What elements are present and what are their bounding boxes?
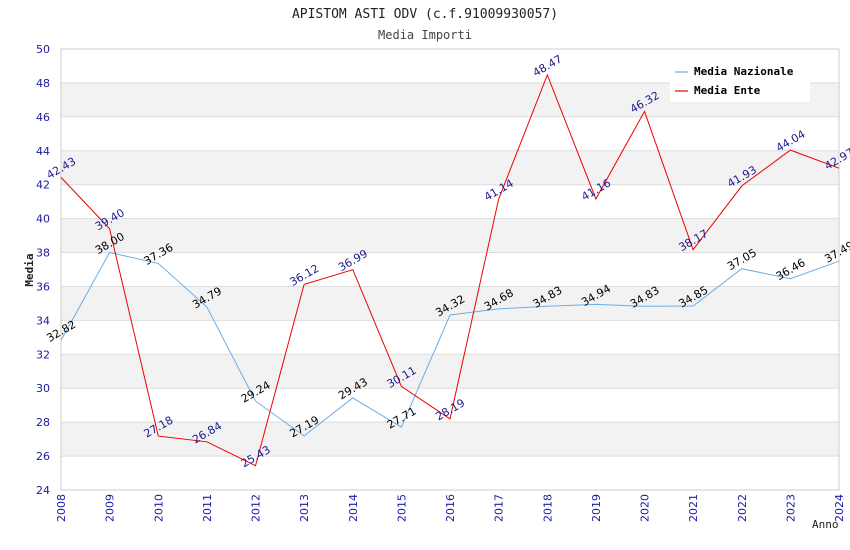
y-tick-label: 50 [36, 43, 50, 56]
x-tick-label: 2019 [590, 494, 603, 522]
y-tick-label: 40 [36, 213, 50, 226]
x-tick-label: 2014 [347, 494, 360, 522]
plot-frame [60, 48, 840, 491]
y-axis-ticks: 24 26 28 30 32 34 36 38 40 42 44 46 48 50 [36, 43, 50, 497]
y-tick-label: 26 [36, 450, 50, 463]
legend-label-media-nazionale: Media Nazionale [694, 65, 794, 78]
y-tick-label: 48 [36, 77, 50, 90]
x-axis-ticks: 2008 2009 2010 2011 2012 2013 2014 2015 2016 2017… [55, 494, 846, 522]
grid-band [61, 218, 839, 253]
gridlines [61, 48, 839, 491]
grid-band [61, 354, 839, 389]
x-tick-label: 2018 [541, 494, 554, 522]
y-axis-title: Media [23, 253, 36, 286]
y-tick-label: 44 [36, 145, 50, 158]
chart-subtitle: Media Importi [378, 28, 472, 42]
x-tick-label: 2022 [736, 494, 749, 522]
x-tick-label: 2024 [833, 494, 846, 522]
x-tick-label: 2017 [493, 494, 506, 522]
y-tick-label: 24 [36, 484, 50, 497]
chart-title: APISTOM ASTI ODV (c.f.91009930057) [292, 7, 558, 22]
legend-box [670, 58, 810, 102]
x-tick-label: 2016 [444, 494, 457, 522]
series-line-media-ente [60, 73, 840, 467]
grid-bands [61, 82, 839, 457]
x-tick-label: 2020 [639, 494, 652, 522]
x-axis-title: Anno [812, 518, 839, 531]
y-tick-label: 30 [36, 382, 50, 395]
y-tick-label: 34 [36, 314, 50, 327]
x-tick-label: 2011 [201, 494, 214, 522]
y-tick-label: 46 [36, 111, 50, 124]
series-line-media-nazionale [60, 251, 840, 437]
legend: Media Nazionale Media Ente [670, 58, 810, 102]
grid-band [61, 150, 839, 185]
y-tick-label: 32 [36, 348, 50, 361]
x-tick-label: 2010 [152, 494, 165, 522]
series-lines [60, 73, 840, 467]
x-tick-label: 2013 [298, 494, 311, 522]
legend-label-media-ente: Media Ente [694, 84, 761, 97]
x-tick-label: 2009 [104, 494, 117, 522]
y-tick-label: 36 [36, 280, 50, 293]
y-tick-label: 38 [36, 247, 50, 260]
y-tick-label: 28 [36, 416, 50, 429]
x-tick-label: 2012 [250, 494, 263, 522]
grid-band [61, 422, 839, 457]
x-tick-label: 2023 [784, 494, 797, 522]
x-tick-label: 2008 [55, 494, 68, 522]
x-tick-label: 2015 [395, 494, 408, 522]
x-tick-label: 2021 [687, 494, 700, 522]
y-tick-label: 42 [36, 179, 50, 192]
